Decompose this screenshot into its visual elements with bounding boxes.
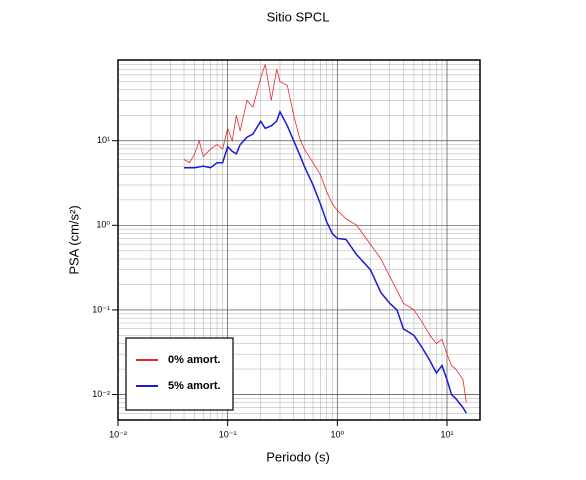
y-tick-label: 10⁻¹	[92, 304, 110, 314]
plot-frame	[117, 59, 481, 421]
y-tick-label: 10⁰	[96, 220, 110, 230]
chart-title: Sitio SPCL	[267, 9, 330, 24]
x-tick-label: 10⁻¹	[219, 429, 237, 439]
legend-label: 0% amort.	[168, 354, 221, 366]
x-tick-label: 10⁻²	[109, 429, 127, 439]
x-tick-label: 10⁰	[331, 429, 345, 439]
series-line	[183, 64, 467, 403]
y-axis-label: PSA (cm/s²)	[66, 205, 81, 274]
legend-label: 5% amort.	[168, 380, 221, 392]
x-axis-label: Periodo (s)	[266, 449, 330, 464]
y-tick-label: 10⁻²	[92, 389, 110, 399]
x-tick-label: 10¹	[440, 429, 453, 439]
y-tick-label: 10¹	[97, 135, 110, 145]
legend-box	[125, 337, 234, 411]
series-line	[184, 109, 467, 414]
